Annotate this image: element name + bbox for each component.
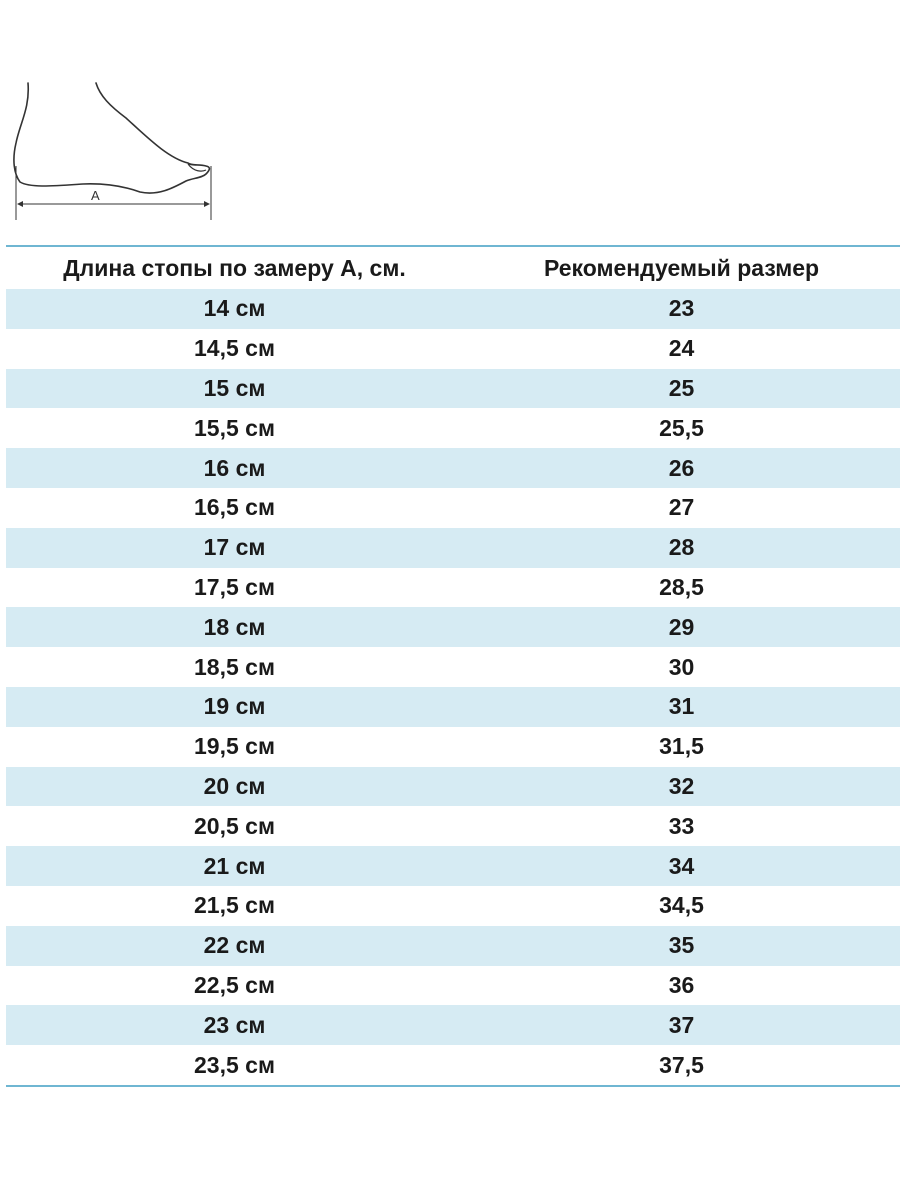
recommended-size-cell: 35 <box>463 925 900 966</box>
recommended-size-cell: 23 <box>463 289 900 329</box>
table-row: 15 см 25 <box>6 368 900 409</box>
recommended-size-cell: 29 <box>463 607 900 648</box>
recommended-size-cell: 34,5 <box>463 885 900 926</box>
foot-length-cell: 15 см <box>6 368 463 409</box>
table-row: 22,5 см 36 <box>6 965 900 1006</box>
arrow-left <box>17 201 23 207</box>
recommended-size-cell: 32 <box>463 766 900 807</box>
measure-label: A <box>91 188 100 203</box>
foot-length-cell: 16,5 см <box>6 487 463 528</box>
table-row: 17,5 см 28,5 <box>6 567 900 608</box>
table-row: 16,5 см 27 <box>6 487 900 528</box>
foot-length-cell: 19 см <box>6 686 463 727</box>
table-row: 15,5 см 25,5 <box>6 408 900 449</box>
table-row: 17 см 28 <box>6 527 900 568</box>
header-row: Длина стопы по замеру А, см. Рекомендуем… <box>6 246 900 289</box>
table-row: 22 см 35 <box>6 925 900 966</box>
recommended-size-cell: 26 <box>463 448 900 488</box>
foot-length-cell: 14 см <box>6 289 463 329</box>
table-row: 21 см 34 <box>6 846 900 886</box>
table-row: 14 см 23 <box>6 289 900 329</box>
table-row: 18,5 см 30 <box>6 647 900 687</box>
arrow-right <box>204 201 210 207</box>
foot-length-cell: 23,5 см <box>6 1045 463 1086</box>
table-row: 23 см 37 <box>6 1005 900 1046</box>
recommended-size-cell: 37 <box>463 1005 900 1046</box>
foot-length-cell: 23 см <box>6 1005 463 1046</box>
column-header-recommended-size: Рекомендуемый размер <box>543 254 820 281</box>
foot-length-cell: 18,5 см <box>6 647 463 687</box>
foot-length-cell: 15,5 см <box>6 408 463 449</box>
foot-length-cell: 22 см <box>6 925 463 966</box>
foot-length-cell: 21,5 см <box>6 885 463 926</box>
recommended-size-cell: 31 <box>463 686 900 727</box>
foot-outline <box>13 82 211 194</box>
foot-length-cell: 18 см <box>6 607 463 648</box>
recommended-size-cell: 28,5 <box>463 567 900 608</box>
foot-length-cell: 19,5 см <box>6 726 463 767</box>
table-row: 14,5 см 24 <box>6 328 900 369</box>
recommended-size-cell: 27 <box>463 487 900 528</box>
foot-length-cell: 20,5 см <box>6 806 463 847</box>
foot-length-cell: 17,5 см <box>6 567 463 608</box>
table-row: 19,5 см 31,5 <box>6 726 900 767</box>
recommended-size-cell: 25 <box>463 368 900 409</box>
recommended-size-cell: 28 <box>463 527 900 568</box>
recommended-size-cell: 37,5 <box>463 1045 900 1086</box>
recommended-size-cell: 36 <box>463 965 900 1006</box>
toe-outline <box>187 163 207 172</box>
recommended-size-cell: 25,5 <box>463 408 900 449</box>
size-chart-table: Длина стопы по замеру А, см. Рекомендуем… <box>6 245 900 1087</box>
foot-length-cell: 20 см <box>6 766 463 807</box>
column-header-foot-length: Длина стопы по замеру А, см. <box>63 254 406 281</box>
foot-length-cell: 17 см <box>6 527 463 568</box>
foot-length-icon: A <box>13 82 212 220</box>
table-row: 19 см 31 <box>6 686 900 727</box>
table-row: 18 см 29 <box>6 607 900 648</box>
foot-length-cell: 21 см <box>6 846 463 886</box>
foot-length-cell: 14,5 см <box>6 328 463 369</box>
recommended-size-cell: 34 <box>463 846 900 886</box>
table-row: 20,5 см 33 <box>6 806 900 847</box>
foot-length-cell: 22,5 см <box>6 965 463 1006</box>
recommended-size-cell: 31,5 <box>463 726 900 767</box>
recommended-size-cell: 24 <box>463 328 900 369</box>
recommended-size-cell: 33 <box>463 806 900 847</box>
table-row: 21,5 см 34,5 <box>6 885 900 926</box>
table-row: 16 см 26 <box>6 448 900 488</box>
table-row: 23,5 см 37,5 <box>6 1045 900 1086</box>
recommended-size-cell: 30 <box>463 647 900 687</box>
table-row: 20 см 32 <box>6 766 900 807</box>
foot-length-cell: 16 см <box>6 448 463 488</box>
